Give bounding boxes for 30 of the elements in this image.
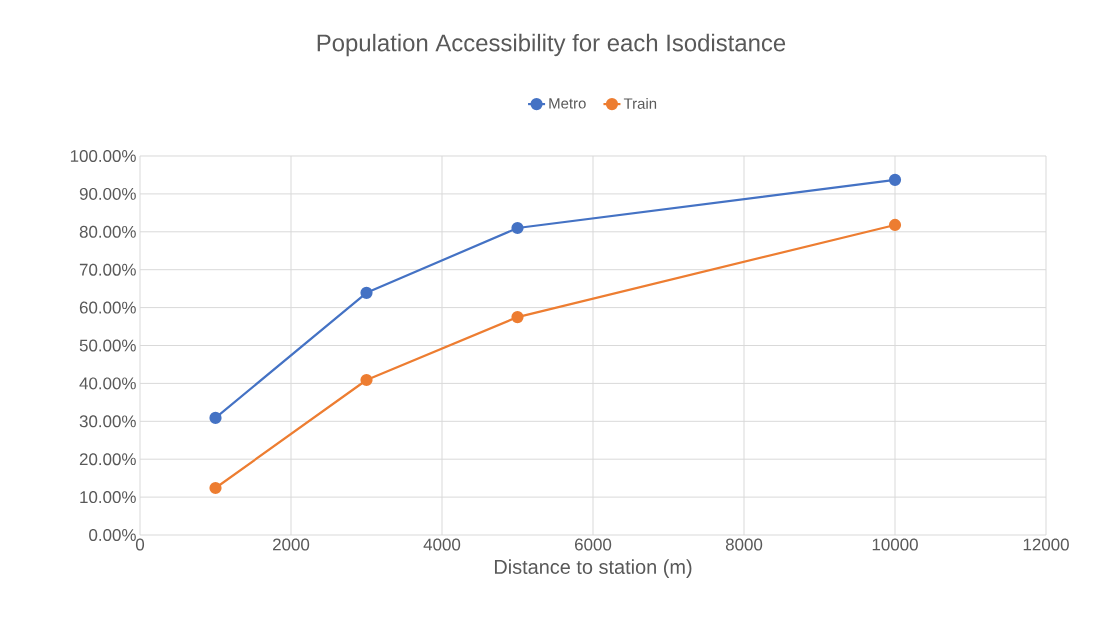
y-tick-label: 40.00% <box>79 377 136 390</box>
x-tick-label: 4000 <box>423 538 461 551</box>
x-tick-label: 12000 <box>1023 538 1069 551</box>
y-tick-label: 50.00% <box>79 339 136 352</box>
x-axis-title: Distance to station (m) <box>494 559 692 578</box>
chart-title: Population Accessibility for each Isodistance <box>317 33 786 57</box>
y-tick-label: 0.00% <box>89 529 136 541</box>
y-tick-label: 30.00% <box>79 415 136 428</box>
point <box>888 173 902 186</box>
y-tick-label: 80.00% <box>79 225 136 238</box>
x-tick-label: 8000 <box>725 538 763 551</box>
point <box>511 310 524 324</box>
y-tick-label: 90.00% <box>79 187 136 200</box>
y-tick-label: 100.00% <box>70 150 136 162</box>
x-tick-label: 0 <box>135 538 145 551</box>
point <box>888 218 902 232</box>
x-tick-label: 6000 <box>575 538 612 551</box>
y-tick-label: 60.00% <box>79 301 136 314</box>
point <box>209 411 222 424</box>
x-tick-label: 10000 <box>872 538 918 551</box>
y-tick-label: 20.00% <box>79 453 136 466</box>
y-tick-label: 10.00% <box>80 491 136 504</box>
legend-label: Train <box>623 97 657 109</box>
point <box>360 373 373 387</box>
point <box>209 481 222 495</box>
y-tick-label: 70.00% <box>79 263 136 276</box>
x-tick-label: 2000 <box>273 538 310 551</box>
point <box>360 286 373 299</box>
legend-label: Metro <box>549 98 586 109</box>
point <box>511 221 524 235</box>
